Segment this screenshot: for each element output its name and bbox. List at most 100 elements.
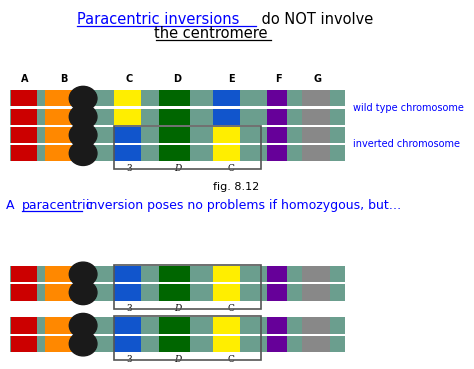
Bar	[10, 109, 345, 125]
Text: F: F	[275, 74, 282, 84]
Text: Paracentric inversions: Paracentric inversions	[77, 13, 239, 27]
Bar	[302, 127, 329, 143]
Bar	[302, 145, 329, 161]
Bar	[10, 317, 37, 334]
Bar	[114, 316, 261, 360]
Bar	[213, 145, 240, 161]
Bar	[114, 317, 141, 334]
Bar	[10, 145, 345, 161]
Bar	[46, 336, 75, 352]
Bar	[302, 266, 329, 282]
Bar	[302, 336, 329, 352]
Bar	[159, 317, 190, 334]
Text: D: D	[174, 304, 181, 313]
Text: C: C	[228, 164, 235, 173]
Text: paracentric: paracentric	[21, 199, 93, 212]
Text: do NOT involve: do NOT involve	[257, 13, 374, 27]
Bar	[10, 109, 37, 125]
Text: inverted chromosome: inverted chromosome	[354, 139, 460, 149]
Bar	[114, 127, 141, 143]
Bar	[213, 90, 240, 107]
Bar	[10, 127, 37, 143]
Bar	[46, 284, 75, 301]
Text: C: C	[228, 355, 235, 364]
Bar	[267, 127, 287, 143]
Bar	[114, 266, 141, 282]
Bar	[10, 266, 37, 282]
Bar	[302, 284, 329, 301]
Bar	[114, 145, 141, 161]
Bar	[10, 284, 345, 301]
Text: D: D	[174, 164, 181, 173]
Bar	[46, 127, 75, 143]
Bar	[267, 145, 287, 161]
Bar	[213, 109, 240, 125]
Bar	[46, 317, 75, 334]
Bar	[10, 145, 37, 161]
Bar	[267, 90, 287, 107]
Bar	[213, 336, 240, 352]
Bar	[10, 284, 37, 301]
Bar	[213, 284, 240, 301]
Bar	[267, 284, 287, 301]
Bar	[10, 127, 345, 143]
Circle shape	[69, 332, 97, 356]
Bar	[10, 90, 37, 107]
Text: C: C	[228, 304, 235, 313]
Circle shape	[69, 123, 97, 147]
Bar	[159, 127, 190, 143]
Text: B: B	[60, 74, 67, 84]
Bar	[114, 265, 261, 308]
Text: 3: 3	[127, 355, 132, 364]
Circle shape	[69, 280, 97, 305]
Bar	[159, 109, 190, 125]
Bar	[159, 90, 190, 107]
Bar	[213, 266, 240, 282]
Text: A: A	[6, 199, 18, 212]
Bar	[267, 109, 287, 125]
Bar	[159, 336, 190, 352]
Text: inversion poses no problems if homozygous, but…: inversion poses no problems if homozygou…	[82, 199, 401, 212]
Circle shape	[69, 141, 97, 165]
Circle shape	[69, 86, 97, 111]
Bar	[302, 317, 329, 334]
Bar	[267, 336, 287, 352]
Bar	[114, 90, 141, 107]
Text: C: C	[126, 74, 133, 84]
Text: 3: 3	[127, 304, 132, 313]
Bar	[46, 266, 75, 282]
Text: wild type chromosome: wild type chromosome	[354, 103, 465, 113]
Bar	[114, 109, 141, 125]
Circle shape	[69, 105, 97, 129]
Text: D: D	[173, 74, 182, 84]
Circle shape	[69, 313, 97, 338]
Bar	[159, 266, 190, 282]
Bar	[213, 127, 240, 143]
Text: D: D	[174, 355, 181, 364]
Bar	[267, 266, 287, 282]
Bar	[114, 336, 141, 352]
Bar	[46, 145, 75, 161]
Bar	[302, 109, 329, 125]
Text: 3: 3	[127, 164, 132, 173]
Bar	[302, 90, 329, 107]
Circle shape	[69, 262, 97, 286]
Text: the centromere: the centromere	[154, 26, 268, 41]
Bar	[46, 90, 75, 107]
Text: A: A	[21, 74, 28, 84]
Text: G: G	[314, 74, 322, 84]
Bar	[114, 125, 261, 169]
Bar	[10, 317, 345, 334]
Bar	[10, 266, 345, 282]
Bar	[159, 145, 190, 161]
Bar	[10, 336, 345, 352]
Bar	[10, 90, 345, 107]
Bar	[213, 317, 240, 334]
Bar	[10, 336, 37, 352]
Bar	[159, 284, 190, 301]
Bar	[46, 109, 75, 125]
Text: E: E	[228, 74, 234, 84]
Text: fig. 8.12: fig. 8.12	[213, 182, 259, 192]
Bar	[267, 317, 287, 334]
Bar	[114, 284, 141, 301]
